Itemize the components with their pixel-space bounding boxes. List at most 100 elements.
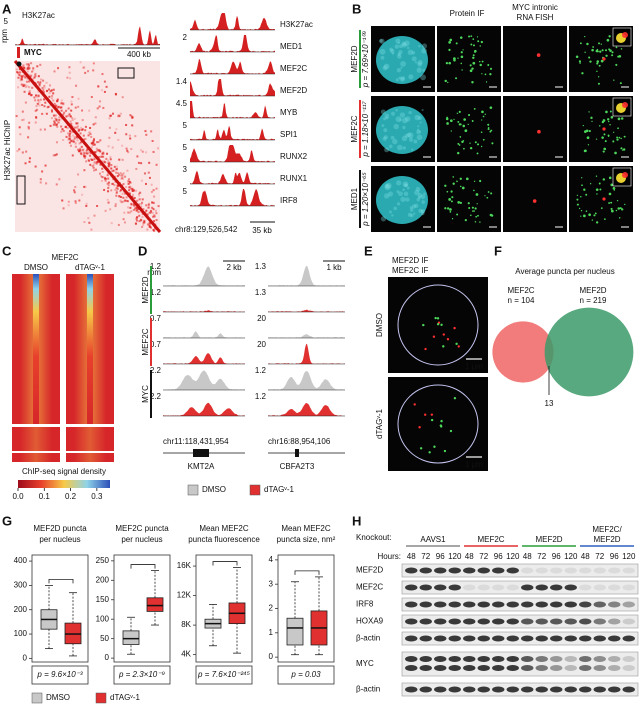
band <box>550 618 563 625</box>
if-punctum <box>474 141 477 144</box>
chromatin <box>417 195 421 200</box>
hic-contact <box>90 135 93 138</box>
y-tick-label: 4K <box>181 650 191 659</box>
scale-bar-label: 35 kb <box>252 226 272 235</box>
if-punctum <box>482 138 485 141</box>
inset-fish <box>622 102 628 108</box>
significance-bracket <box>294 570 320 575</box>
hic-contact <box>50 89 53 92</box>
if-punctum <box>586 136 590 140</box>
hic-contact <box>98 105 101 108</box>
punctum <box>436 323 440 326</box>
if-punctum <box>595 138 598 140</box>
if-punctum <box>458 123 462 126</box>
if-punctum <box>481 73 483 75</box>
band <box>593 601 606 608</box>
chromatin <box>421 200 426 204</box>
band <box>550 635 563 642</box>
hic-contact <box>85 202 88 205</box>
hic-contact <box>31 86 34 89</box>
hic-contact <box>18 126 21 129</box>
hic-contact <box>52 123 55 126</box>
if-punctum <box>453 118 455 121</box>
track-scale: 3 <box>183 165 188 174</box>
band <box>521 601 534 608</box>
hic-contact <box>45 112 48 115</box>
hic-contact <box>114 203 117 206</box>
heatmap-center <box>87 274 93 424</box>
set-count: n = 219 <box>580 296 607 305</box>
hic-contact <box>149 209 152 212</box>
if-punctum <box>590 116 593 120</box>
y-tick-label: 2 <box>269 604 274 613</box>
hic-contact <box>27 64 30 67</box>
hic-contact <box>134 222 137 225</box>
colorbar-tick-label: 0.1 <box>39 492 51 501</box>
hic-contact <box>28 121 31 124</box>
hic-contact <box>29 75 32 78</box>
if-punctum <box>594 212 597 215</box>
chromatin <box>395 116 402 123</box>
if-punctum <box>580 215 582 217</box>
hic-contact <box>68 137 71 140</box>
hic-contact <box>141 225 144 228</box>
hic-contact <box>77 105 80 108</box>
if-punctum <box>610 183 614 187</box>
if-punctum <box>616 199 619 202</box>
band <box>506 618 519 625</box>
hic-contact <box>52 114 55 117</box>
if-punctum <box>591 48 594 52</box>
p-value: p = 7.69×10⁻¹⁰⁹ <box>361 30 370 88</box>
chromatin <box>403 191 409 197</box>
band <box>419 686 432 693</box>
hic-contact <box>48 95 51 98</box>
hic-contact <box>147 206 150 209</box>
hic-contact <box>75 135 78 138</box>
band <box>622 601 635 608</box>
if-punctum <box>599 188 602 191</box>
hic-contact <box>77 173 80 176</box>
punctum <box>453 396 457 400</box>
punctum <box>423 413 427 416</box>
hic-contact <box>140 219 143 222</box>
hic-contact <box>134 135 137 138</box>
column-header: RNA FISH <box>517 13 554 22</box>
hic-contact <box>135 206 138 209</box>
hic-contact <box>109 114 112 117</box>
hic-contact <box>71 119 74 122</box>
hic-contact <box>148 225 151 228</box>
hic-contact <box>102 152 105 155</box>
chromatin <box>398 50 403 55</box>
band <box>434 601 447 608</box>
hic-contact <box>103 188 106 191</box>
band <box>535 686 548 693</box>
chromatin <box>411 148 414 151</box>
plot-title: MEF2C puncta <box>115 524 169 533</box>
hic-contact <box>43 128 46 131</box>
venn-title: Average puncta per nucleus <box>515 267 614 276</box>
band <box>419 618 432 625</box>
band <box>448 567 461 574</box>
band <box>405 601 418 608</box>
hic-contact <box>93 137 96 140</box>
hic-contact <box>88 151 91 154</box>
hic-contact <box>107 181 110 184</box>
hic-contact <box>92 166 95 169</box>
signal-track <box>190 101 275 118</box>
band <box>477 567 490 574</box>
if-punctum <box>487 123 490 126</box>
hic-contact <box>15 115 18 118</box>
chromatin <box>399 112 406 118</box>
hic-contact <box>28 67 31 70</box>
hic-contact <box>140 205 143 208</box>
band <box>434 635 447 642</box>
hic-contact <box>43 98 46 101</box>
hic-contact <box>96 160 99 163</box>
hic-contact <box>130 210 133 213</box>
hic-contact <box>38 101 41 104</box>
band <box>579 584 592 591</box>
hic-contact <box>118 115 121 118</box>
hic-contact <box>19 74 22 77</box>
hic-contact <box>67 204 70 207</box>
if-punctum <box>623 135 626 138</box>
